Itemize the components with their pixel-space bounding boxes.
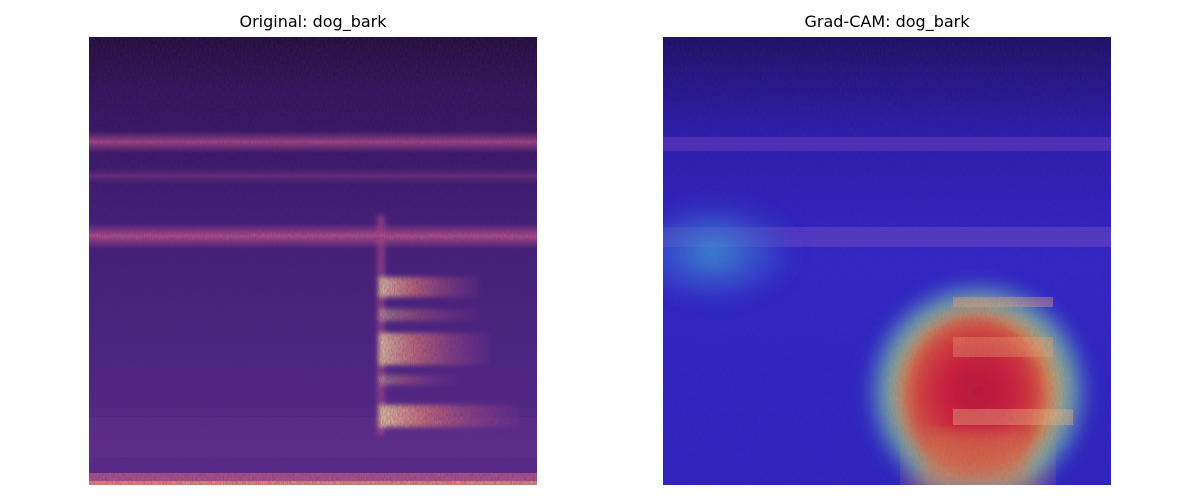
original-spectrogram-image [89,37,537,485]
gradcam-panel-title: Grad-CAM: dog_bark [804,12,970,31]
gradcam-heatmap-image [663,37,1111,485]
original-panel-title: Original: dog_bark [239,12,387,31]
